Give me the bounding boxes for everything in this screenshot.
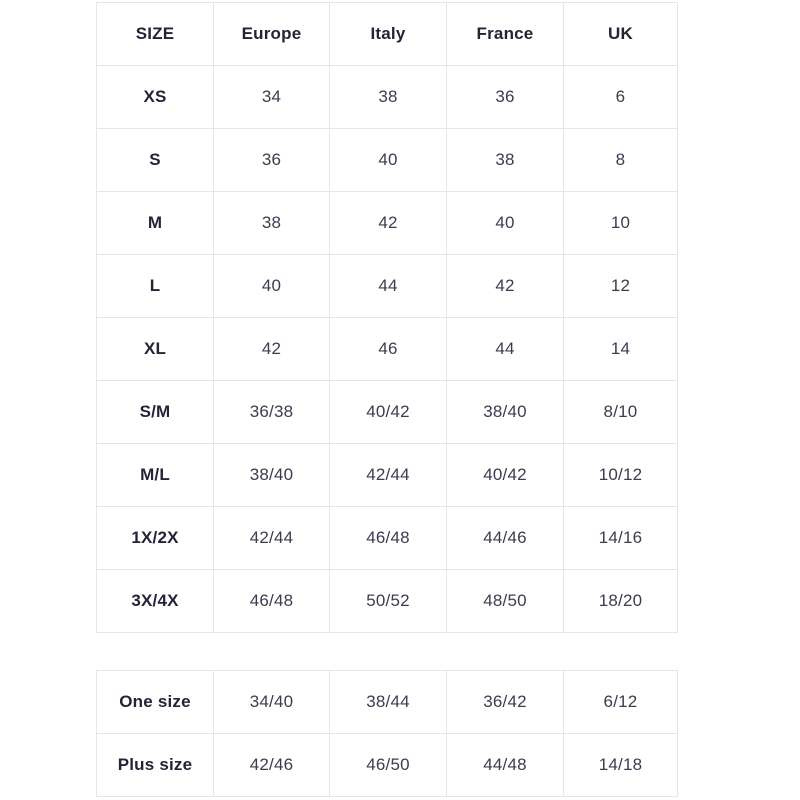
table-header: SIZE Europe Italy France UK — [96, 2, 678, 66]
cell-italy: 38/44 — [329, 670, 447, 734]
cell-italy: 46 — [329, 317, 447, 381]
column-header-france: France — [446, 2, 564, 66]
cell-france: 38/40 — [446, 380, 564, 444]
size-label: S/M — [96, 380, 214, 444]
cell-uk: 12 — [563, 254, 678, 318]
cell-italy: 50/52 — [329, 569, 447, 633]
cell-italy: 40/42 — [329, 380, 447, 444]
table-row: M 38 42 40 10 — [96, 191, 678, 255]
size-label: Plus size — [96, 733, 214, 797]
cell-uk: 14/18 — [563, 733, 678, 797]
cell-france: 48/50 — [446, 569, 564, 633]
cell-europe: 42/44 — [213, 506, 330, 570]
cell-france: 40/42 — [446, 443, 564, 507]
table-row: XS 34 38 36 6 — [96, 65, 678, 129]
size-conversion-table: SIZE Europe Italy France UK XS 34 38 36 … — [96, 2, 678, 633]
cell-europe: 36/38 — [213, 380, 330, 444]
table-row: 3X/4X 46/48 50/52 48/50 18/20 — [96, 569, 678, 633]
cell-france: 44/46 — [446, 506, 564, 570]
cell-france: 38 — [446, 128, 564, 192]
cell-uk: 6 — [563, 65, 678, 129]
size-label: L — [96, 254, 214, 318]
one-size-table-body: One size 34/40 38/44 36/42 6/12 Plus siz… — [96, 670, 678, 797]
table-row: S/M 36/38 40/42 38/40 8/10 — [96, 380, 678, 444]
cell-uk: 6/12 — [563, 670, 678, 734]
cell-france: 40 — [446, 191, 564, 255]
table-row: M/L 38/40 42/44 40/42 10/12 — [96, 443, 678, 507]
size-label: 1X/2X — [96, 506, 214, 570]
cell-uk: 10 — [563, 191, 678, 255]
size-label: M/L — [96, 443, 214, 507]
size-label: XL — [96, 317, 214, 381]
cell-italy: 46/50 — [329, 733, 447, 797]
table-row: One size 34/40 38/44 36/42 6/12 — [96, 670, 678, 734]
cell-italy: 42/44 — [329, 443, 447, 507]
size-label: 3X/4X — [96, 569, 214, 633]
cell-uk: 10/12 — [563, 443, 678, 507]
cell-uk: 14 — [563, 317, 678, 381]
column-header-italy: Italy — [329, 2, 447, 66]
table-row: S 36 40 38 8 — [96, 128, 678, 192]
cell-france: 44 — [446, 317, 564, 381]
one-size-table: One size 34/40 38/44 36/42 6/12 Plus siz… — [96, 670, 678, 797]
column-header-uk: UK — [563, 2, 678, 66]
cell-europe: 38/40 — [213, 443, 330, 507]
size-label: One size — [96, 670, 214, 734]
cell-france: 36 — [446, 65, 564, 129]
cell-france: 36/42 — [446, 670, 564, 734]
table-body: XS 34 38 36 6 S 36 40 38 8 M 38 42 — [96, 65, 678, 633]
cell-europe: 34/40 — [213, 670, 330, 734]
cell-uk: 8/10 — [563, 380, 678, 444]
table-row: L 40 44 42 12 — [96, 254, 678, 318]
size-chart-stack: SIZE Europe Italy France UK XS 34 38 36 … — [96, 2, 678, 797]
table-row: Plus size 42/46 46/50 44/48 14/18 — [96, 733, 678, 797]
cell-europe: 34 — [213, 65, 330, 129]
cell-europe: 38 — [213, 191, 330, 255]
cell-europe: 42 — [213, 317, 330, 381]
cell-europe: 46/48 — [213, 569, 330, 633]
cell-uk: 8 — [563, 128, 678, 192]
cell-europe: 42/46 — [213, 733, 330, 797]
cell-italy: 40 — [329, 128, 447, 192]
size-label: S — [96, 128, 214, 192]
cell-europe: 40 — [213, 254, 330, 318]
table-row: XL 42 46 44 14 — [96, 317, 678, 381]
cell-uk: 14/16 — [563, 506, 678, 570]
header-row: SIZE Europe Italy France UK — [96, 2, 678, 66]
size-label: XS — [96, 65, 214, 129]
cell-italy: 44 — [329, 254, 447, 318]
column-header-europe: Europe — [213, 2, 330, 66]
size-label: M — [96, 191, 214, 255]
table-row: 1X/2X 42/44 46/48 44/46 14/16 — [96, 506, 678, 570]
cell-italy: 42 — [329, 191, 447, 255]
cell-uk: 18/20 — [563, 569, 678, 633]
column-header-size: SIZE — [96, 2, 214, 66]
cell-europe: 36 — [213, 128, 330, 192]
cell-france: 44/48 — [446, 733, 564, 797]
cell-france: 42 — [446, 254, 564, 318]
cell-italy: 38 — [329, 65, 447, 129]
cell-italy: 46/48 — [329, 506, 447, 570]
